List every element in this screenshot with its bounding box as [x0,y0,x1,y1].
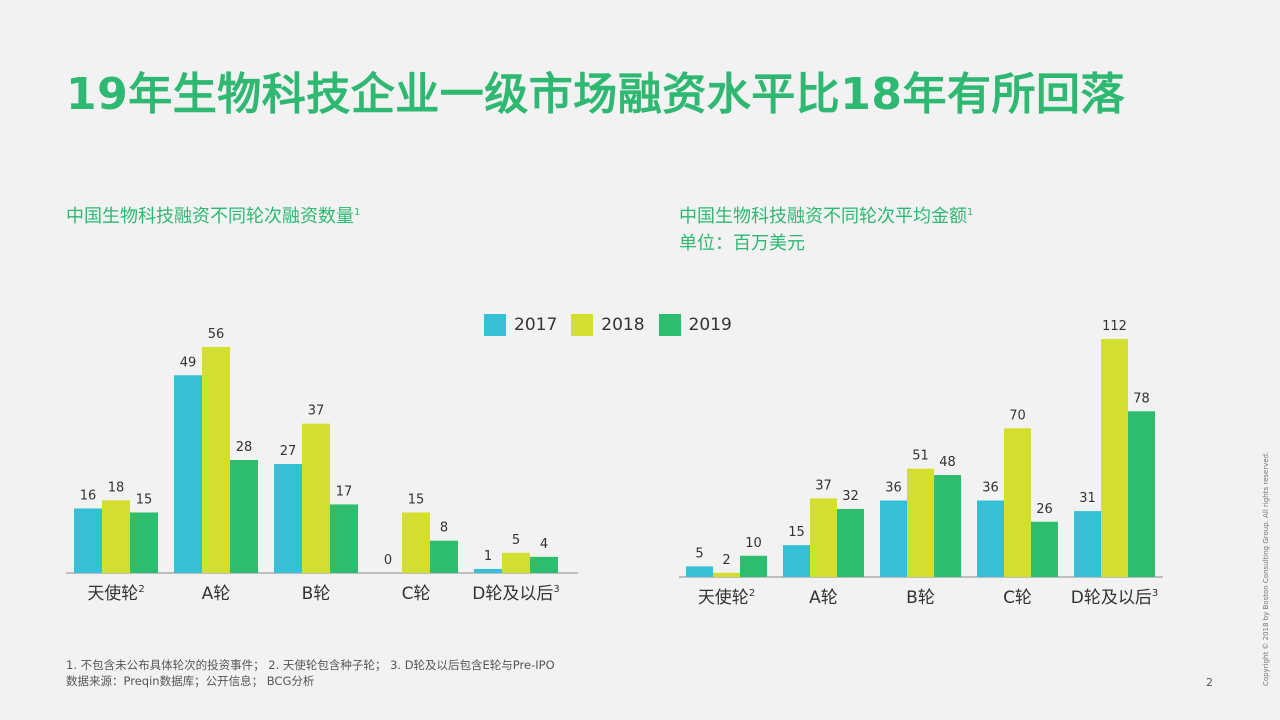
bar-2017-4 [474,568,502,573]
bar-2018-0 [713,572,740,577]
left-chart-title-footnote-mark: 1 [354,207,361,218]
data-label-2018-4: 112 [1102,319,1127,334]
bar-2019-1 [837,509,864,577]
bar-2017-0 [74,508,102,573]
bar-2018-3 [402,512,430,573]
legend-label-2018: 2018 [601,315,645,335]
bar-2019-2 [934,475,961,577]
category-label-4: D轮及以后3 [1071,588,1158,608]
category-label-0: 天使轮2 [698,587,755,608]
data-label-2018-2: 51 [912,449,929,464]
data-label-2018-2: 37 [308,404,325,419]
data-label-2017-0: 5 [695,546,703,561]
legend-swatch-2019 [658,314,681,336]
category-label-3: C轮 [402,584,431,604]
data-label-2018-3: 15 [408,492,425,507]
legend: 2017 2018 2019 [484,314,732,336]
bar-2017-2 [274,464,302,573]
copyright-notice: Copyright © 2018 by Boston Consulting Gr… [1262,451,1270,686]
bar-2017-1 [783,545,810,577]
data-label-2019-3: 8 [440,521,448,536]
category-label-1: A轮 [202,584,231,604]
category-label-2: B轮 [906,588,935,608]
category-label-footnote-mark: 2 [138,584,144,595]
bar-2017-0 [686,566,713,577]
data-label-2018-4: 5 [512,533,520,548]
bar-2019-0 [740,555,767,577]
legend-label-2019: 2019 [688,315,732,335]
category-label-3: C轮 [1003,588,1032,608]
data-label-2019-1: 28 [236,440,253,455]
right-chart-title: 中国生物科技融资不同轮次平均金额1 单位：百万美元 [679,199,973,257]
bar-2017-4 [1074,511,1101,577]
data-label-2019-0: 10 [745,536,762,551]
bar-2019-0 [130,512,158,573]
category-label-2: B轮 [302,584,331,604]
bar-2018-4 [1101,339,1128,577]
category-label-1: A轮 [809,588,838,608]
data-label-2017-1: 15 [788,525,805,540]
legend-label-2017: 2017 [514,315,558,335]
legend-item-2017: 2017 [484,314,557,336]
data-label-2019-4: 78 [1133,391,1150,406]
legend-swatch-2017 [484,314,506,336]
data-label-2017-4: 1 [484,549,492,564]
bar-2018-2 [302,423,330,573]
footnote-line-1: 1. 不包含未公布具体轮次的投资事件； 2. 天使轮包含种子轮； 3. D轮及以… [66,658,555,672]
data-label-2018-3: 70 [1009,408,1026,423]
category-label-footnote-mark: 3 [1152,588,1158,599]
data-label-2017-2: 36 [885,481,902,496]
right-chart-title-footnote-mark: 1 [967,207,974,218]
data-label-2019-0: 15 [136,492,153,507]
bar-2018-1 [810,498,837,577]
bar-2018-1 [202,347,230,573]
data-label-2017-2: 27 [280,444,297,459]
data-label-2017-3: 36 [982,481,999,496]
data-label-2017-4: 31 [1079,491,1096,506]
bar-2019-4 [1128,411,1155,577]
category-label-footnote-mark: 3 [553,584,559,595]
legend-swatch-2018 [571,314,594,336]
legend-item-2019: 2019 [658,314,732,336]
legend-item-2018: 2018 [571,314,645,336]
bar-2017-3 [977,500,1004,577]
bar-2019-1 [230,460,258,573]
data-label-2017-1: 49 [180,355,197,370]
data-label-2018-1: 56 [208,327,225,342]
category-label-0: 天使轮2 [87,583,144,604]
data-label-2019-1: 32 [842,489,859,504]
bar-2017-2 [880,500,907,577]
data-label-2019-2: 48 [939,455,956,470]
bar-2019-2 [330,504,358,573]
data-label-2019-3: 26 [1036,502,1053,517]
right-chart-unit: 单位：百万美元 [679,233,805,254]
footnotes: 1. 不包含未公布具体轮次的投资事件； 2. 天使轮包含种子轮； 3. D轮及以… [66,657,555,689]
left-chart-title-text: 中国生物科技融资不同轮次融资数量 [66,206,354,227]
data-label-2018-1: 37 [815,478,832,493]
category-label-4: D轮及以后3 [472,584,559,604]
bar-2019-3 [430,540,458,573]
data-label-2019-2: 17 [336,484,353,499]
bar-2018-0 [102,500,130,573]
category-label-footnote-mark: 2 [749,588,755,599]
bar-2018-3 [1004,428,1031,577]
data-label-2019-4: 4 [540,537,548,552]
data-label-2017-0: 16 [80,488,97,503]
bar-2017-1 [174,375,202,573]
data-label-2018-0: 18 [108,480,125,495]
page-title: 19年生物科技企业一级市场融资水平比18年有所回落 [66,69,1125,120]
bar-2019-3 [1031,521,1058,577]
data-label-2018-0: 2 [722,553,730,568]
bar-2018-4 [502,552,530,573]
page-number: 2 [1206,676,1213,689]
footnote-source: 数据来源：Preqin数据库；公开信息； BCG分析 [66,674,315,688]
right-chart-title-text: 中国生物科技融资不同轮次平均金额 [679,206,967,227]
bar-2018-2 [907,468,934,577]
data-label-2017-3: 0 [384,553,392,568]
bar-2019-4 [530,556,558,573]
left-chart-title: 中国生物科技融资不同轮次融资数量1 [66,199,360,230]
